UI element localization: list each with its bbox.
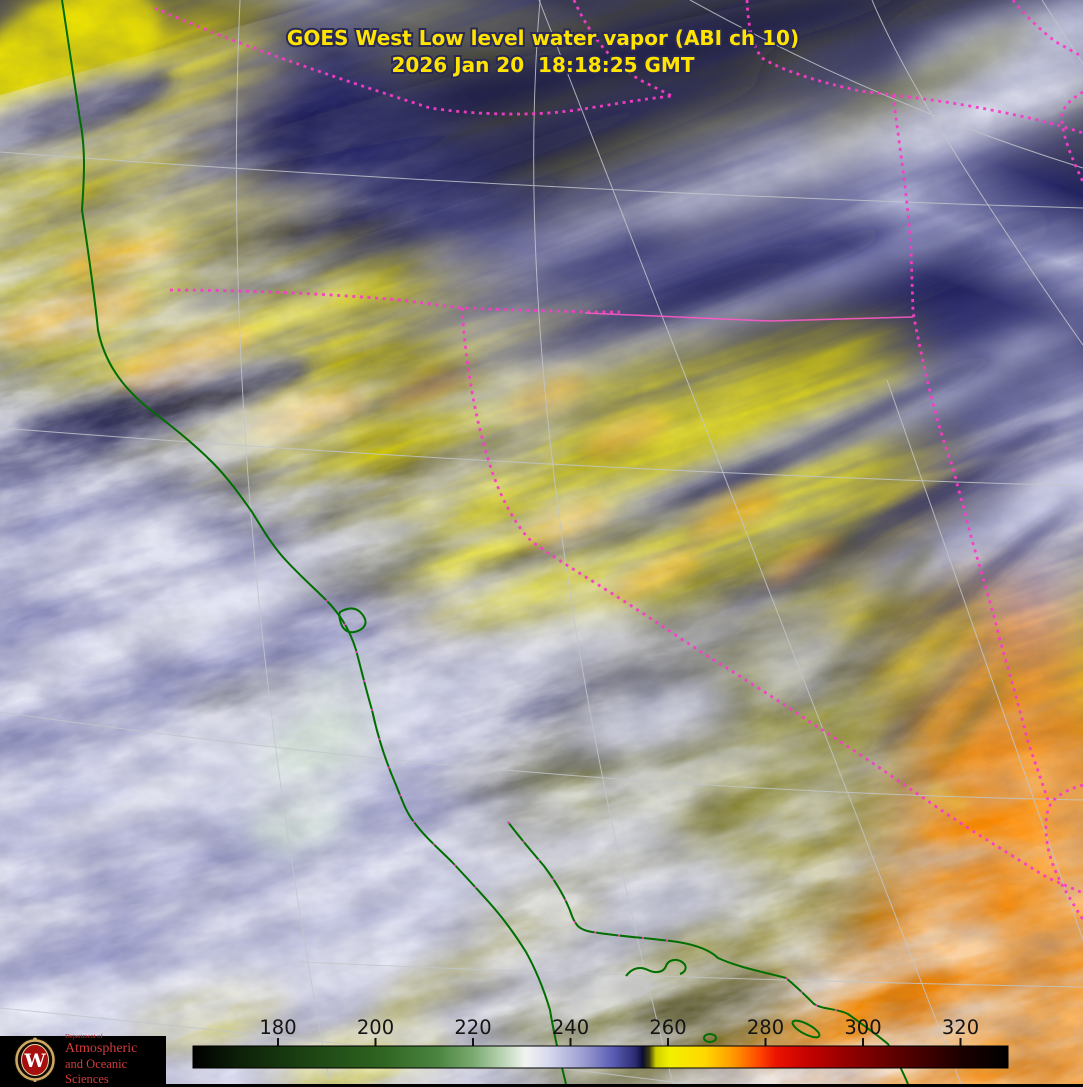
grid-meridian: [886, 379, 1083, 941]
colorbar-label: 220: [454, 1016, 491, 1039]
grid-parallel: [0, 711, 1083, 801]
colorbar-label: 320: [942, 1016, 979, 1039]
border-colorado-river: [1044, 783, 1083, 921]
grid-parallel: [0, 151, 1083, 209]
border-northeast: [892, 93, 1083, 135]
grid-parallel: [0, 427, 1083, 487]
grid-meridian: [871, 0, 1083, 346]
colorbar-label: 240: [552, 1016, 589, 1039]
crest-letter: W: [23, 1050, 46, 1072]
logo-dept-of: Department of: [65, 1033, 103, 1040]
grid-meridian: [533, 0, 674, 1084]
colorbar-labels: 180 200 220 240 260 280 300 320: [259, 1016, 979, 1039]
colorbar-gradient-bar: [192, 1045, 1009, 1069]
title-line1: GOES West Low level water vapor (ABI ch …: [287, 26, 799, 50]
border-north-a2: [572, 0, 673, 98]
grid-meridian: [1041, 0, 1083, 65]
state-borders: [154, 0, 1083, 921]
coast-gulf-sonora: [507, 821, 909, 1084]
colorbar: 180 200 220 240 260 280 300 320: [192, 1016, 1009, 1069]
hotspots: [928, 787, 964, 808]
title-line2: 2026 Jan 20 18:18:25 GMT: [392, 53, 695, 77]
border-corner-ne: [1011, 0, 1083, 59]
colorbar-label: 200: [357, 1016, 394, 1039]
border-right-edge: [1060, 90, 1083, 183]
border-42n: [169, 288, 621, 314]
uw-aos-logo: W Department of Atmospheric and Oceanic …: [0, 1033, 166, 1086]
coast-lagoon: [338, 607, 367, 634]
logo-oceanic-sciences: and Oceanic Sciences: [65, 1057, 128, 1086]
colorbar-label: 300: [844, 1016, 881, 1039]
colorbar-label: 260: [649, 1016, 686, 1039]
grid-meridian: [235, 0, 331, 1084]
coast-squiggle: [625, 958, 687, 977]
colorbar-ticks: [277, 1038, 962, 1046]
coast-california-baja: [61, 0, 567, 1084]
border-meridian-114w: [891, 94, 1050, 801]
border-42n-solid: [584, 312, 914, 322]
grid-parallel: [299, 961, 1083, 988]
logo-atmospheric: Atmospheric: [65, 1041, 138, 1056]
image-title: GOES West Low level water vapor (ABI ch …: [285, 24, 801, 79]
coast-island: [703, 1033, 717, 1043]
colorbar-label: 180: [259, 1016, 296, 1039]
grid-parallel: [689, 0, 1083, 169]
coastline: [61, 0, 909, 1084]
coast-island: [791, 1019, 821, 1039]
colorbar-label: 280: [747, 1016, 784, 1039]
uw-crest-icon: W: [14, 1037, 56, 1083]
grid-meridian: [538, 0, 962, 1084]
